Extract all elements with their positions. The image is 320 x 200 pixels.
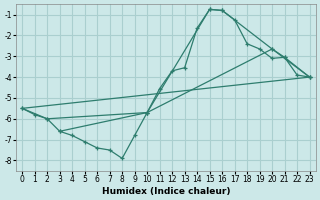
X-axis label: Humidex (Indice chaleur): Humidex (Indice chaleur) [102,187,230,196]
